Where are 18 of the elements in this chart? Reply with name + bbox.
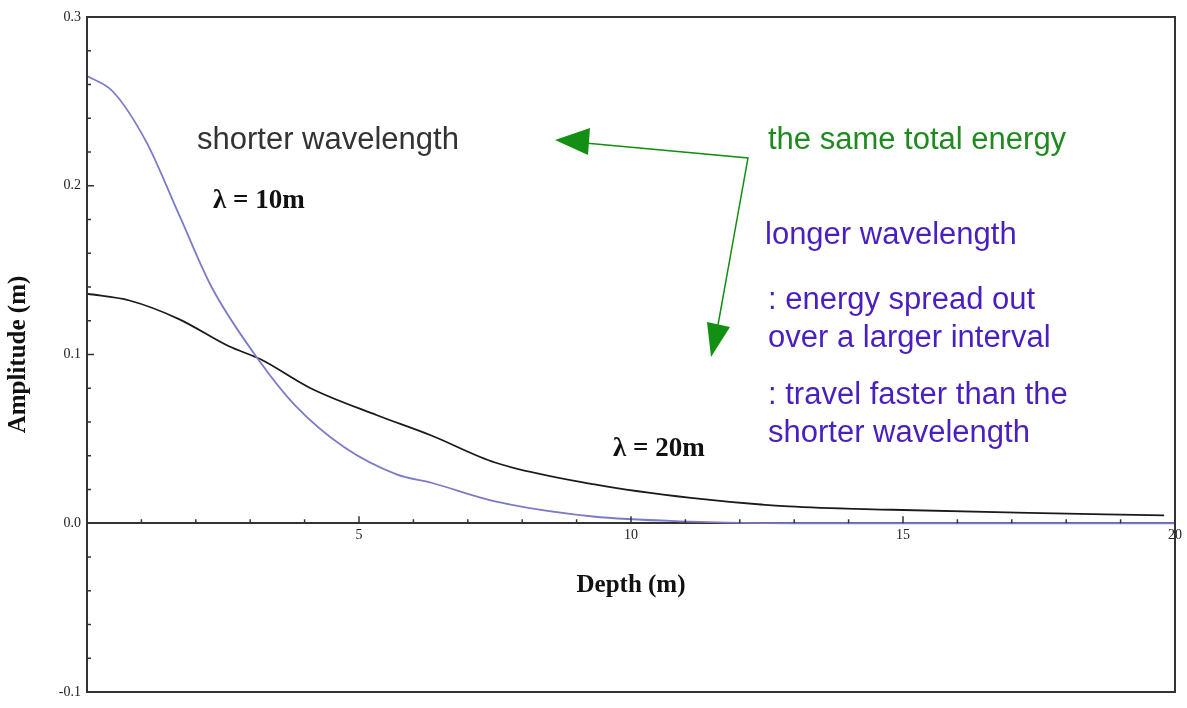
y-tick-label: -0.1 <box>58 683 81 699</box>
annotation: λ = 10m <box>213 183 305 216</box>
line-series <box>87 75 1175 525</box>
y-tick-label: 0.3 <box>63 8 81 24</box>
x-tick-label: 15 <box>896 527 910 543</box>
y-axis-title: Amplitude (m) <box>3 275 32 434</box>
annotation: λ = 20m <box>613 431 705 464</box>
annotation: the same total energy <box>768 120 1067 158</box>
annotation: : energy spread out over a larger interval <box>768 280 1051 356</box>
annotation: : travel faster than the shorter wavelength <box>768 375 1068 451</box>
y-tick-label: 0.2 <box>63 177 81 193</box>
x-tick-label: 10 <box>624 527 638 543</box>
annotation: longer wavelength <box>765 215 1017 253</box>
annotation: shorter wavelength <box>197 120 459 158</box>
y-tick-label: 0.1 <box>63 346 81 362</box>
y-tick-label: 0.0 <box>63 514 81 530</box>
x-axis-title: Depth (m) <box>576 569 686 598</box>
x-tick-label: 5 <box>355 527 363 543</box>
